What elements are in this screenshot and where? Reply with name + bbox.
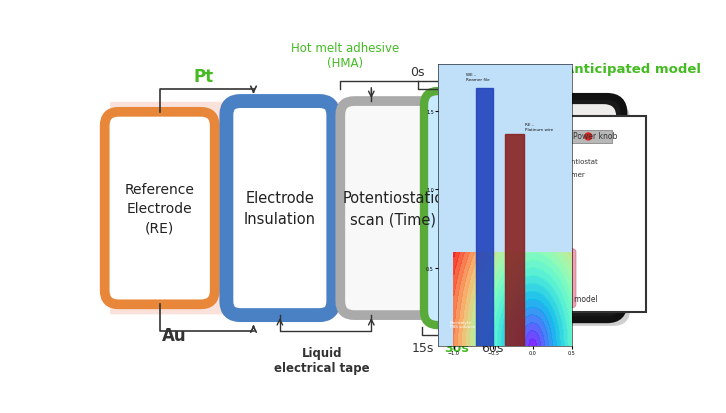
Text: WE –
Reamer file: WE – Reamer file: [465, 73, 489, 81]
Polygon shape: [110, 102, 532, 315]
Text: Power knob: Power knob: [573, 132, 617, 141]
Text: 5s: 5s: [493, 66, 507, 79]
FancyBboxPatch shape: [511, 97, 624, 320]
Text: Electrode
Insulation: Electrode Insulation: [244, 191, 316, 226]
Polygon shape: [467, 90, 555, 328]
Text: 15s: 15s: [411, 341, 433, 354]
Text: 60s: 60s: [481, 341, 503, 354]
FancyBboxPatch shape: [524, 131, 566, 154]
Text: RE –
Platinum wire: RE – Platinum wire: [525, 123, 552, 131]
Text: Compact potentiostat: Compact potentiostat: [522, 159, 597, 165]
Text: 3s: 3s: [465, 66, 479, 79]
Text: Pt: Pt: [193, 68, 213, 86]
Bar: [559, 130, 611, 144]
FancyBboxPatch shape: [518, 105, 616, 312]
Text: RCT tooth model: RCT tooth model: [534, 294, 597, 304]
Circle shape: [585, 134, 592, 140]
Text: 30s: 30s: [444, 341, 469, 354]
FancyBboxPatch shape: [105, 113, 215, 304]
Circle shape: [539, 247, 544, 252]
Bar: [505, 135, 524, 346]
FancyBboxPatch shape: [517, 103, 630, 326]
Text: Electrolyte
PBS solution: Electrolyte PBS solution: [450, 320, 476, 328]
Text: Hot melt adhesive
(HMA): Hot melt adhesive (HMA): [291, 42, 399, 69]
FancyBboxPatch shape: [340, 102, 446, 316]
Text: Au: Au: [162, 326, 187, 344]
Text: Liquid
electrical tape: Liquid electrical tape: [274, 346, 370, 374]
FancyBboxPatch shape: [565, 116, 646, 312]
Text: Anticipated model: Anticipated model: [563, 63, 701, 76]
FancyBboxPatch shape: [227, 102, 333, 316]
Bar: [476, 88, 493, 346]
FancyBboxPatch shape: [424, 92, 542, 325]
Text: Modified Reamer: Modified Reamer: [526, 171, 585, 177]
FancyBboxPatch shape: [529, 249, 576, 308]
Text: 0s: 0s: [410, 66, 425, 79]
Text: Potentiostatic
scan (Time): Potentiostatic scan (Time): [343, 191, 443, 226]
Ellipse shape: [555, 130, 563, 144]
FancyBboxPatch shape: [535, 250, 571, 282]
Text: 1s: 1s: [436, 66, 451, 79]
Text: Reference
Electrode
(RE): Reference Electrode (RE): [125, 182, 195, 235]
